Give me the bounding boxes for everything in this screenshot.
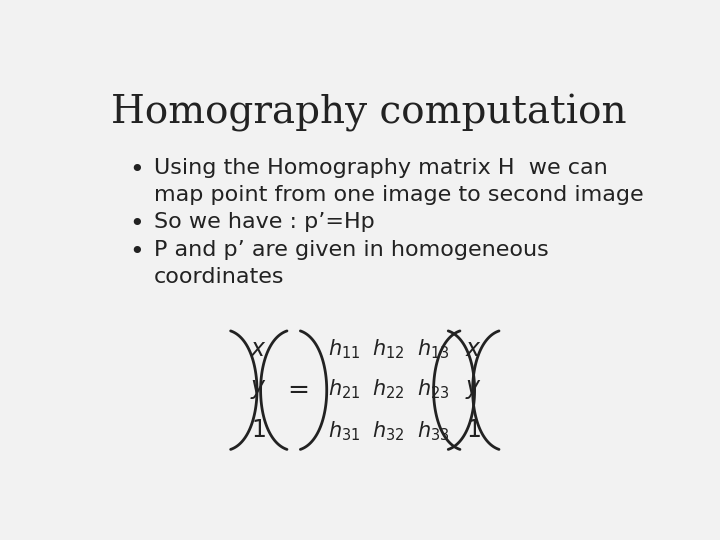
Text: $h_{21}$: $h_{21}$ [328, 377, 360, 401]
Text: $h_{12}$: $h_{12}$ [372, 338, 405, 361]
Text: Using the Homography matrix H  we can: Using the Homography matrix H we can [154, 158, 608, 178]
Text: $x$: $x$ [465, 338, 482, 361]
Text: $h_{33}$: $h_{33}$ [417, 419, 449, 442]
Text: •: • [129, 240, 144, 264]
Text: $h_{13}$: $h_{13}$ [417, 338, 449, 361]
Text: $h_{23}$: $h_{23}$ [417, 377, 449, 401]
Text: P and p’ are given in homogeneous: P and p’ are given in homogeneous [154, 240, 549, 260]
Text: $x$: $x$ [250, 338, 267, 361]
Text: $y$: $y$ [465, 377, 482, 401]
Text: $h_{31}$: $h_{31}$ [328, 419, 360, 442]
Text: •: • [129, 158, 144, 183]
Text: So we have : p’=Hp: So we have : p’=Hp [154, 212, 375, 232]
Text: $y$: $y$ [250, 377, 267, 401]
Text: map point from one image to second image: map point from one image to second image [154, 185, 644, 205]
Text: coordinates: coordinates [154, 267, 284, 287]
Text: $h_{11}$: $h_{11}$ [328, 338, 360, 361]
Text: $h_{22}$: $h_{22}$ [372, 377, 405, 401]
Text: Homography computation: Homography computation [111, 94, 627, 132]
Text: $h_{32}$: $h_{32}$ [372, 419, 405, 442]
Text: •: • [129, 212, 144, 237]
Text: $=$: $=$ [282, 376, 309, 402]
Text: $1$: $1$ [466, 419, 481, 442]
Text: $1$: $1$ [251, 419, 266, 442]
